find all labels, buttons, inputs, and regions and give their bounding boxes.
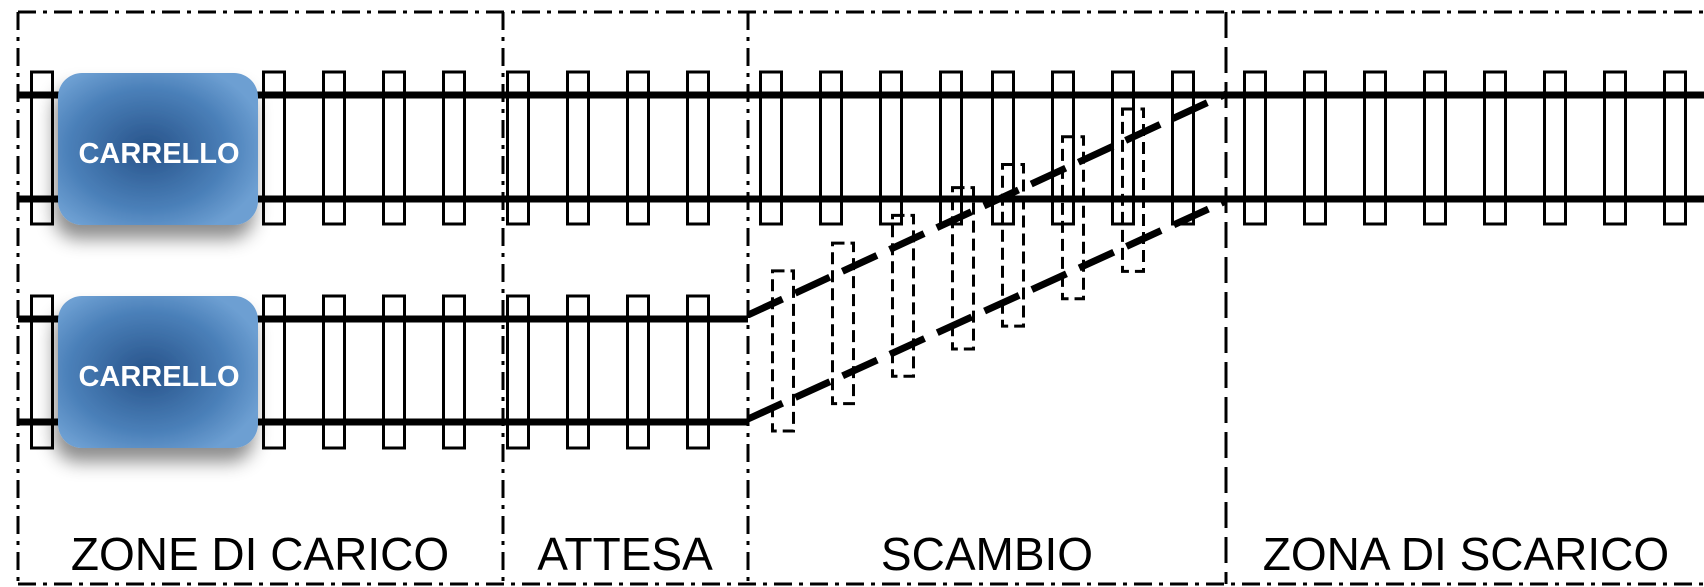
sleepers — [30, 70, 1687, 450]
cart-top: CARRELLO — [58, 73, 258, 225]
cart-label: CARRELLO — [78, 138, 239, 170]
zone-label-loading: ZONE DI CARICO — [71, 528, 449, 580]
diverging-lower-rail — [746, 197, 1228, 423]
sleeper — [626, 294, 650, 450]
cart-body — [58, 73, 258, 225]
sleeper — [262, 70, 286, 226]
sleeper — [626, 70, 650, 226]
sleeper — [382, 70, 406, 226]
sleeper — [322, 70, 346, 226]
diverging-sleeper — [891, 213, 915, 378]
sleeper — [382, 294, 406, 450]
cart-body — [58, 296, 258, 448]
sleeper — [879, 70, 903, 226]
zone-frame — [16, 10, 1704, 586]
sleeper — [819, 70, 843, 226]
diverging-sleeper — [1001, 162, 1025, 328]
sleeper — [759, 70, 783, 226]
zone-label-switch: SCAMBIO — [881, 528, 1093, 580]
diverging-upper-rail — [746, 90, 1228, 319]
sleeper — [1363, 70, 1387, 226]
diverging-sleeper — [1121, 107, 1145, 273]
sleeper — [442, 70, 466, 226]
cart-label: CARRELLO — [78, 361, 239, 393]
sleeper — [686, 294, 710, 450]
sleeper — [1543, 70, 1567, 226]
sleeper — [1243, 70, 1267, 226]
sleeper — [442, 294, 466, 450]
sleeper — [1603, 70, 1627, 226]
sleeper — [1423, 70, 1447, 226]
sleeper — [30, 70, 54, 226]
rails — [18, 90, 1704, 426]
sleeper — [991, 70, 1015, 226]
diverging-sleeper — [951, 186, 975, 351]
sleeper — [566, 70, 590, 226]
sleeper — [262, 294, 286, 450]
zone-label-waiting: ATTESA — [537, 528, 713, 580]
diverging-sleeper — [771, 269, 795, 433]
sleeper — [506, 70, 530, 226]
diverging-sleeper — [831, 241, 855, 406]
zone-label-unloading: ZONA DI SCARICO — [1263, 528, 1669, 580]
sleeper — [1663, 70, 1687, 226]
sleeper — [1303, 70, 1327, 226]
sleeper — [686, 70, 710, 226]
sleeper — [322, 294, 346, 450]
diverging-sleeper — [1061, 135, 1085, 301]
sleeper — [1483, 70, 1507, 226]
sleeper — [30, 294, 54, 450]
sleeper — [506, 294, 530, 450]
cart-bottom: CARRELLO — [58, 296, 258, 448]
sleeper — [566, 294, 590, 450]
